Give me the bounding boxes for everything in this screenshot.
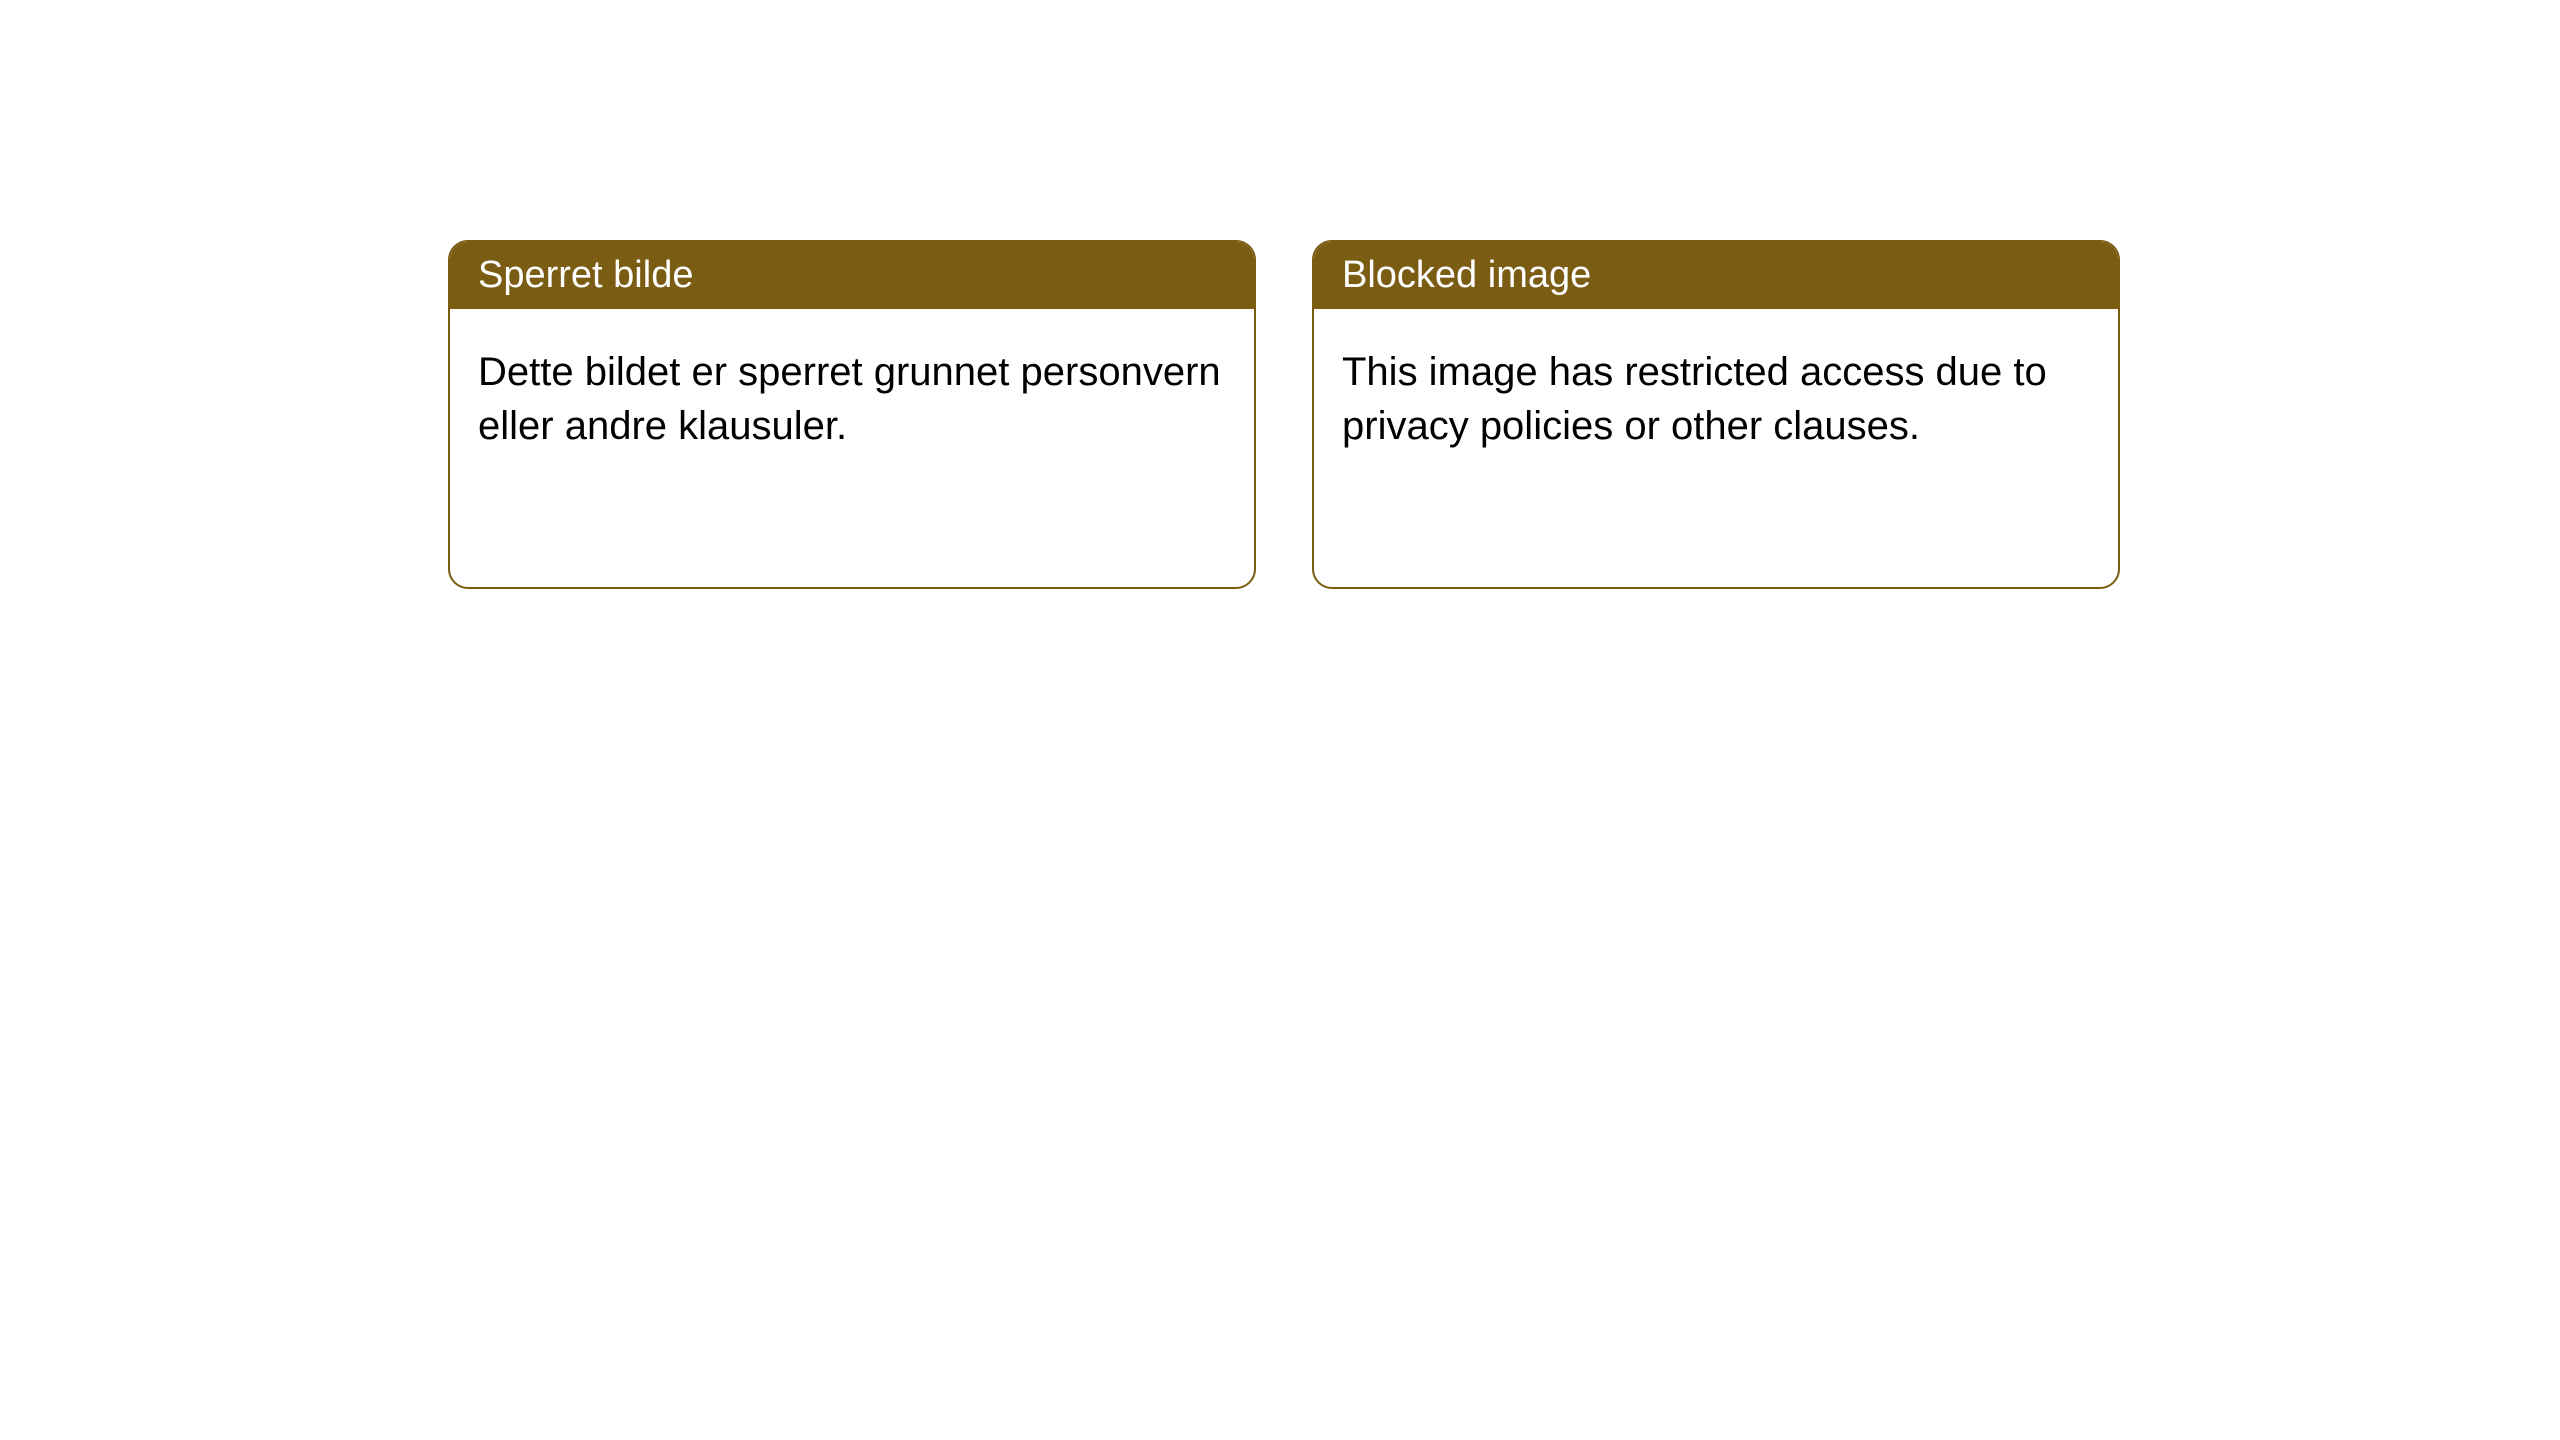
- notice-body: Dette bildet er sperret grunnet personve…: [450, 309, 1254, 587]
- notice-body: This image has restricted access due to …: [1314, 309, 2118, 587]
- notice-title: Sperret bilde: [450, 242, 1254, 309]
- notice-container: Sperret bilde Dette bildet er sperret gr…: [0, 0, 2560, 589]
- notice-title: Blocked image: [1314, 242, 2118, 309]
- notice-card-english: Blocked image This image has restricted …: [1312, 240, 2120, 589]
- notice-card-norwegian: Sperret bilde Dette bildet er sperret gr…: [448, 240, 1256, 589]
